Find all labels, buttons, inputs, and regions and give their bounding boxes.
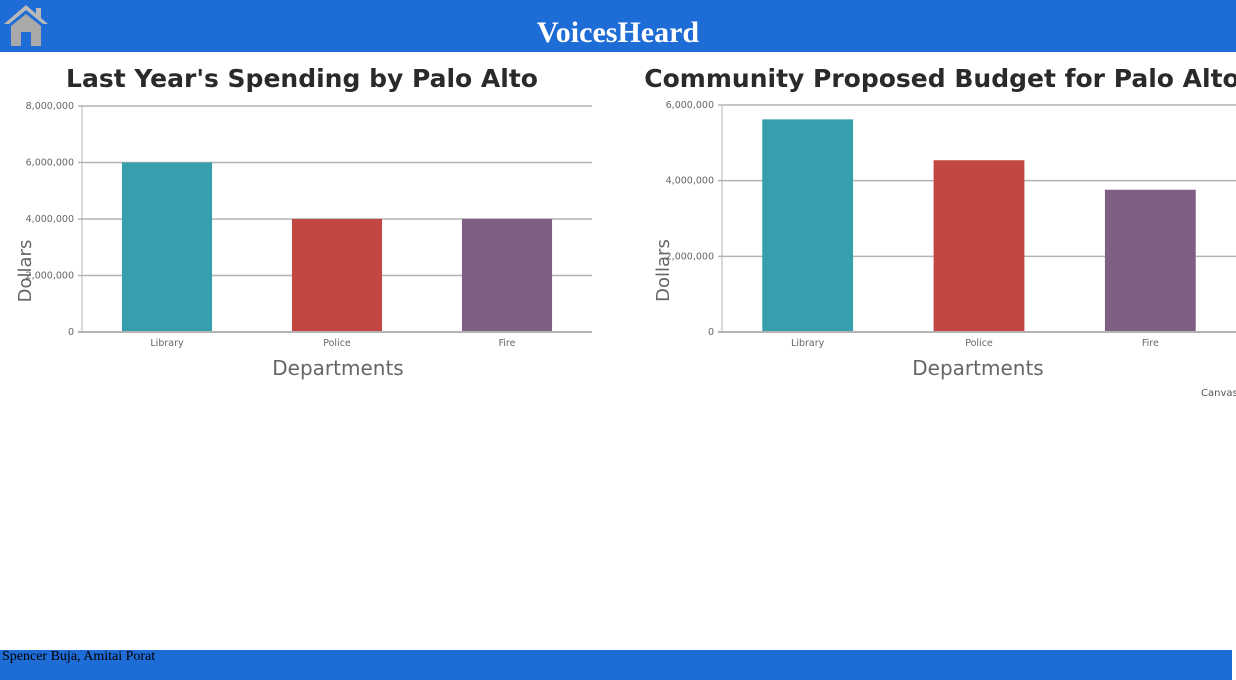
chart-svg: Community Proposed Budget for Palo Alto 0…	[644, 64, 1236, 399]
y-tick-label: 4,000,000	[666, 176, 714, 187]
proposed-budget-chart: Community Proposed Budget for Palo Alto 0…	[618, 52, 1236, 400]
y-tick-label: 6,000,000	[666, 100, 714, 111]
x-axis-title: Departments	[912, 356, 1043, 380]
home-icon	[4, 5, 48, 46]
y-tick-label: 0	[708, 327, 714, 338]
bar-police[interactable]	[933, 160, 1025, 332]
home-button[interactable]	[2, 2, 50, 48]
bar-fire[interactable]	[461, 219, 553, 332]
y-tick-label: 8,000,000	[26, 101, 74, 112]
last-year-spending-chart: Last Year's Spending by Palo Alto 0 2,000,…	[0, 52, 618, 400]
footer: Spencer Buja, Amitai Porat	[0, 650, 1232, 680]
y-tick-label: 2,000,000	[26, 271, 74, 282]
x-tick-label: Fire	[499, 338, 516, 349]
x-axis-title: Departments	[272, 356, 403, 380]
chart-title: Community Proposed Budget for Palo Alto	[644, 64, 1236, 93]
y-tick-label: 2,000,000	[666, 251, 714, 262]
x-tick-label: Police	[323, 338, 351, 349]
y-tick-label: 4,000,000	[26, 214, 74, 225]
chart-svg: Last Year's Spending by Palo Alto 0 2,000,…	[15, 64, 592, 380]
y-tick-label: 0	[68, 327, 74, 338]
bar-police[interactable]	[291, 219, 383, 332]
app-header: VoicesHeard	[0, 0, 1236, 52]
x-tick-label: Police	[965, 338, 993, 349]
chart-title: Last Year's Spending by Palo Alto	[66, 64, 538, 93]
footer-credits: Spencer Buja, Amitai Porat	[2, 649, 156, 664]
x-tick-label: Library	[150, 338, 184, 349]
bar-library[interactable]	[762, 119, 854, 332]
y-axis-title: Dollars	[15, 240, 36, 303]
canvasjs-credit[interactable]: CanvasJS.c	[1201, 388, 1236, 399]
x-tick-label: Fire	[1142, 338, 1159, 349]
y-tick-label: 6,000,000	[26, 158, 74, 169]
site-title: VoicesHeard	[536, 16, 700, 49]
x-tick-label: Library	[791, 338, 825, 349]
bar-fire[interactable]	[1104, 189, 1196, 332]
bar-library[interactable]	[121, 162, 213, 333]
y-axis-title: Dollars	[653, 239, 674, 302]
